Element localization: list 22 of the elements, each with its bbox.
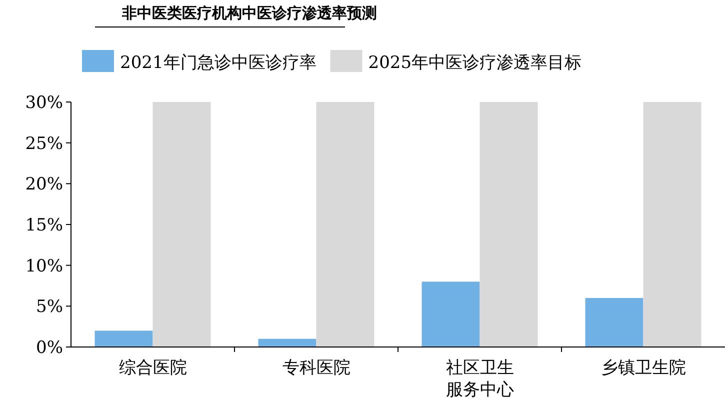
x-tick-label: 综合医院 [118, 358, 187, 378]
legend-label: 2025年中医诊疗渗透率目标 [368, 53, 582, 73]
y-tick-label: 10% [25, 256, 63, 276]
bar [643, 102, 702, 347]
y-tick-label: 5% [36, 297, 63, 318]
legend-label: 2021年门急诊中医诊疗率 [120, 53, 316, 73]
y-tick-label: 20% [25, 174, 63, 195]
bar [152, 102, 211, 347]
chart-title: 非中医类医疗机构中医诊疗渗透率预测 [121, 4, 377, 22]
x-tick-label: 社区卫生服务中心 [446, 358, 514, 398]
y-tick-label: 15% [25, 216, 63, 236]
x-tick-label: 乡镇卫生院 [600, 358, 686, 378]
y-tick-label: 25% [25, 134, 63, 154]
bar [422, 282, 480, 347]
x-tick-label: 专科医院 [282, 358, 350, 378]
bar [258, 338, 316, 347]
y-tick-label: 30% [25, 93, 63, 113]
bar [316, 102, 374, 347]
y-tick-label: 0% [36, 338, 63, 358]
bar [94, 330, 153, 347]
bar [480, 102, 538, 347]
bar [585, 298, 644, 347]
